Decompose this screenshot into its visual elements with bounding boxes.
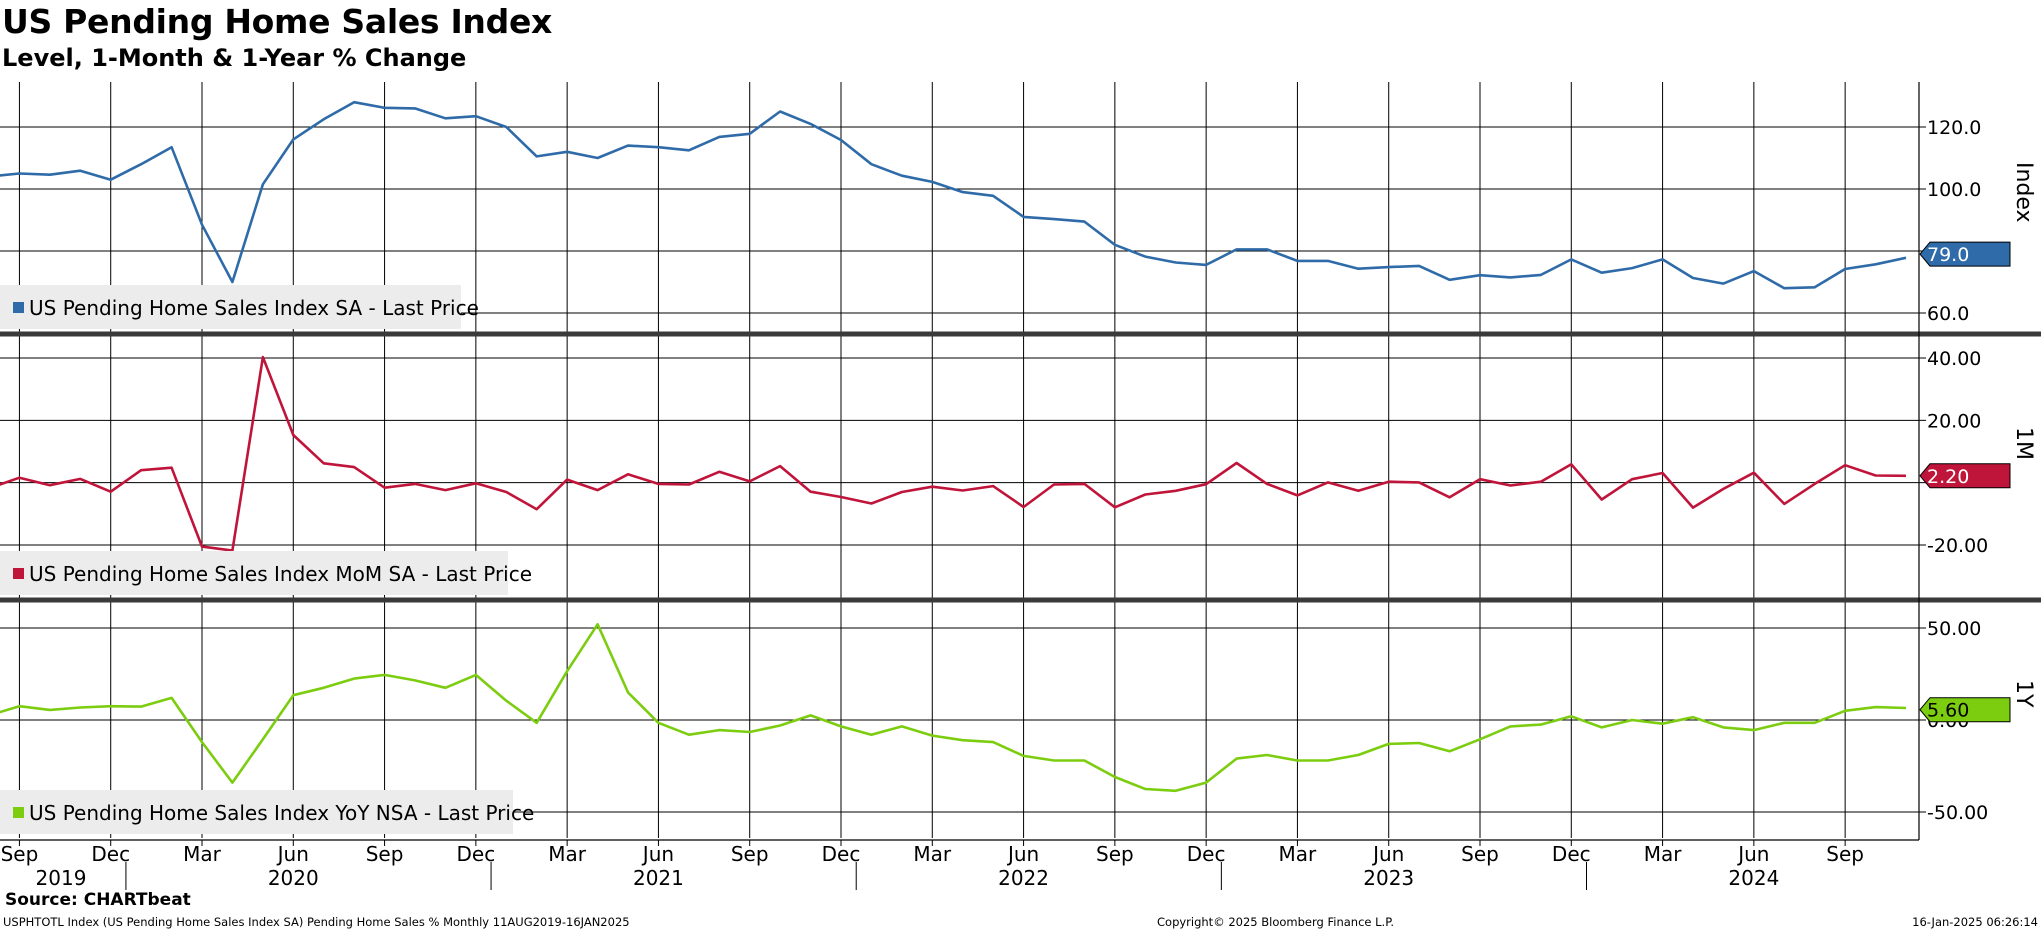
x-tick-label: Dec — [457, 842, 496, 866]
legend-swatch — [13, 568, 24, 579]
series-line-index — [0, 100, 1907, 290]
x-axis: Sep Dec Mar Jun Sep Dec Mar Jun Sep Dec Mar Jun Sep D… — [1, 840, 1864, 890]
x-tick-label: Sep — [731, 842, 769, 866]
y-tick-label: 120.0 — [1927, 117, 1981, 139]
series-line-mom — [0, 355, 1907, 552]
legend-swatch — [13, 807, 24, 818]
last-value-label-yoy: 5.60 — [1927, 700, 1969, 722]
last-value-tag-index — [1919, 241, 2011, 267]
chart-series — [0, 100, 1907, 793]
x-tick-label: Jun — [641, 842, 674, 866]
x-year-label: 2021 — [633, 866, 684, 890]
x-year-label: 2024 — [1728, 866, 1779, 890]
legend-swatch — [13, 302, 24, 313]
x-tick-label: Dec — [91, 842, 130, 866]
y-tick-label: 20.00 — [1927, 410, 1981, 432]
x-tick-label: Mar — [183, 842, 222, 866]
y-tick-label: -20.00 — [1927, 535, 1988, 557]
y-tick-label: 100.0 — [1927, 179, 1981, 201]
axis-title-yoy: 1Y — [2011, 680, 2036, 708]
panel-separator — [0, 597, 2041, 603]
x-tick-label: Sep — [366, 842, 404, 866]
last-value-label-mom: 2.20 — [1927, 466, 1969, 488]
x-tick-label: Sep — [1, 842, 39, 866]
legend-label-yoy: US Pending Home Sales Index YoY NSA - La… — [29, 801, 534, 825]
x-tick-label: Dec — [1187, 842, 1226, 866]
x-tick-label: Jun — [1736, 842, 1769, 866]
x-year-label: 2019 — [36, 866, 87, 890]
source-note: Source: CHARTbeat — [5, 890, 191, 910]
chart-subtitle: Level, 1-Month & 1-Year % Change — [2, 44, 467, 72]
legend-box — [0, 551, 508, 595]
last-value-label-index: 79.0 — [1927, 244, 1969, 266]
chart-title: US Pending Home Sales Index — [2, 2, 553, 41]
x-tick-label: Dec — [822, 842, 861, 866]
series-line-yoy — [0, 622, 1907, 793]
x-tick-label: Mar — [913, 842, 952, 866]
x-year-label: 2022 — [998, 866, 1049, 890]
x-year-label: 2020 — [268, 866, 319, 890]
axis-title-mom: 1M — [2011, 427, 2036, 460]
x-tick-label: Sep — [1826, 842, 1864, 866]
legend-label-mom: US Pending Home Sales Index MoM SA - Las… — [29, 562, 532, 586]
chart-legends: US Pending Home Sales Index SA - Last Pr… — [0, 285, 534, 834]
footer-description: USPHTOTL Index (US Pending Home Sales In… — [3, 915, 630, 929]
chart-frame — [0, 82, 2041, 841]
legend-box — [0, 790, 513, 834]
x-tick-label: Sep — [1461, 842, 1499, 866]
axis-title-index: Index — [2011, 162, 2036, 223]
x-tick-label: Mar — [548, 842, 587, 866]
x-tick-label: Mar — [1644, 842, 1683, 866]
y-tick-label: -50.00 — [1927, 802, 1988, 824]
x-tick-label: Jun — [1006, 842, 1039, 866]
x-tick-label: Sep — [1096, 842, 1134, 866]
footer-copyright: Copyright© 2025 Bloomberg Finance L.P. — [1157, 915, 1394, 929]
y-tick-label: 40.00 — [1927, 348, 1981, 370]
x-tick-label: Dec — [1552, 842, 1591, 866]
panel-separator — [0, 331, 2041, 337]
y-axis: 60.0 100.0 120.0 79.0 Index -20.00 20.00 40.00 2… — [1919, 117, 2036, 824]
chart-grid — [0, 82, 1919, 838]
legend-label-index: US Pending Home Sales Index SA - Last Pr… — [29, 296, 479, 320]
footer-timestamp: 16-Jan-2025 06:26:14 — [1912, 915, 2038, 929]
x-tick-label: Jun — [276, 842, 309, 866]
x-axis-year-dividers — [125, 862, 1587, 890]
legend-box — [0, 285, 461, 329]
last-value-tag-mom — [1919, 463, 2011, 489]
last-value-tag-yoy — [1919, 697, 2011, 723]
x-tick-label: Jun — [1371, 842, 1404, 866]
x-year-label: 2023 — [1363, 866, 1414, 890]
y-tick-label: 60.0 — [1927, 303, 1969, 325]
y-tick-label: 50.00 — [1927, 618, 1981, 640]
x-tick-label: Mar — [1279, 842, 1318, 866]
